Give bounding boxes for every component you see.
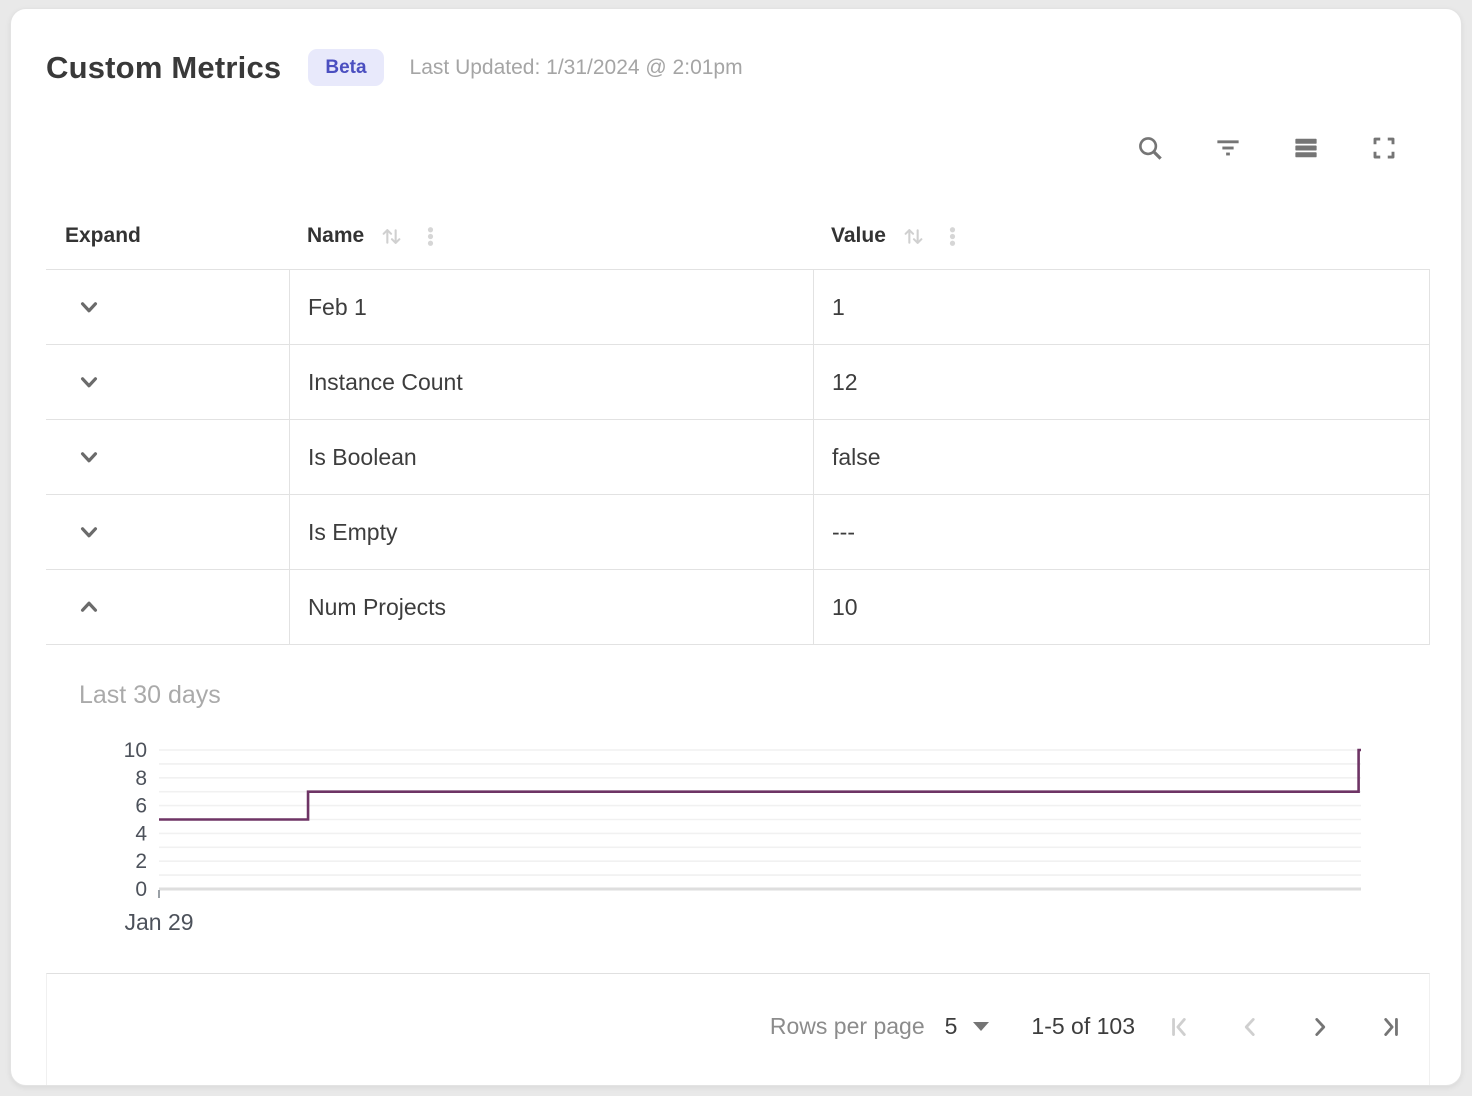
sort-icon[interactable]: [378, 223, 405, 250]
expand-row-button[interactable]: [72, 515, 106, 549]
svg-text:0: 0: [135, 878, 147, 901]
data-grid: Expand Name: [46, 203, 1430, 645]
last-page-icon: [1384, 1017, 1398, 1036]
svg-text:Jan 29: Jan 29: [124, 909, 193, 935]
expand-row-button[interactable]: [72, 290, 106, 324]
svg-text:6: 6: [135, 795, 147, 818]
chevron-up-icon: [80, 601, 98, 612]
table-row: Feb 1 1: [46, 269, 1429, 344]
metric-name-cell: Feb 1: [289, 270, 813, 344]
metric-value-cell: 10: [813, 570, 1429, 644]
first-page-button[interactable]: [1165, 1012, 1195, 1042]
metric-value-cell: ---: [813, 495, 1429, 569]
first-page-icon: [1172, 1017, 1186, 1036]
next-page-button[interactable]: [1305, 1012, 1335, 1042]
column-menu-icon[interactable]: [939, 223, 966, 250]
table-row: Is Empty ---: [46, 494, 1429, 569]
sort-icon[interactable]: [900, 223, 927, 250]
svg-text:2: 2: [135, 850, 147, 873]
step-line-chart: 0 2 4 6 8 10 Jan 29: [124, 739, 1361, 935]
metric-value-cell: 12: [813, 345, 1429, 419]
metric-value-cell: 1: [813, 270, 1429, 344]
grid-header-row: Expand Name: [46, 203, 1430, 269]
collapse-row-button[interactable]: [72, 590, 106, 624]
metric-name-cell: Instance Count: [289, 345, 813, 419]
pagination-controls: [1165, 1012, 1405, 1042]
table-row: Num Projects 10: [46, 569, 1429, 644]
fullscreen-icon[interactable]: [1367, 131, 1401, 165]
rows-per-page-label: Rows per page: [769, 1013, 925, 1039]
svg-text:10: 10: [124, 742, 147, 762]
chevron-down-icon: [80, 377, 98, 388]
rows-per-page-value: 5: [944, 1013, 958, 1039]
beta-badge: Beta: [308, 49, 384, 86]
metric-value-cell: false: [813, 420, 1429, 494]
chevron-down-icon: [80, 527, 98, 538]
table-row: Is Boolean false: [46, 419, 1429, 494]
expand-row-button[interactable]: [72, 365, 106, 399]
column-menu-icon[interactable]: [417, 223, 444, 250]
table-row: Instance Count 12: [46, 344, 1429, 419]
last-page-button[interactable]: [1375, 1012, 1405, 1042]
metric-name-cell: Is Boolean: [289, 420, 813, 494]
filter-icon[interactable]: [1211, 131, 1245, 165]
expand-row-button[interactable]: [72, 440, 106, 474]
column-header-name[interactable]: Name: [289, 223, 813, 250]
page-title: Custom Metrics: [46, 49, 282, 85]
chevron-right-icon: [1315, 1017, 1326, 1036]
grid-toolbar: [1133, 131, 1401, 165]
column-header-expand: Expand: [65, 224, 141, 247]
svg-text:4: 4: [135, 822, 147, 845]
last-updated-text: Last Updated: 1/31/2024 @ 2:01pm: [409, 55, 743, 79]
page-header: Custom Metrics Beta Last Updated: 1/31/2…: [46, 49, 743, 86]
rows-per-page-select[interactable]: 5: [945, 1013, 990, 1040]
column-header-value[interactable]: Value: [813, 223, 1430, 250]
pagination-range-label: 1-5 of 103: [1031, 1013, 1135, 1039]
metric-name-cell: Num Projects: [289, 570, 813, 644]
search-icon[interactable]: [1133, 131, 1167, 165]
grid-rows: Feb 1 1 Instance Count 12 Is Boolean fal…: [46, 269, 1430, 645]
density-icon[interactable]: [1289, 131, 1323, 165]
custom-metrics-card: Custom Metrics Beta Last Updated: 1/31/2…: [10, 8, 1462, 1086]
svg-text:8: 8: [135, 767, 147, 790]
detail-panel-label: Last 30 days: [79, 681, 221, 709]
caret-down-icon: [973, 1022, 990, 1031]
chevron-left-icon: [1244, 1017, 1255, 1036]
previous-page-button[interactable]: [1235, 1012, 1265, 1042]
grid-footer: Rows per page 5 1-5 of 103: [46, 973, 1430, 1085]
metric-name-cell: Is Empty: [289, 495, 813, 569]
metric-history-chart: 0 2 4 6 8 10 Jan 29: [46, 739, 1396, 947]
chevron-down-icon: [80, 302, 98, 313]
chevron-down-icon: [80, 452, 98, 463]
